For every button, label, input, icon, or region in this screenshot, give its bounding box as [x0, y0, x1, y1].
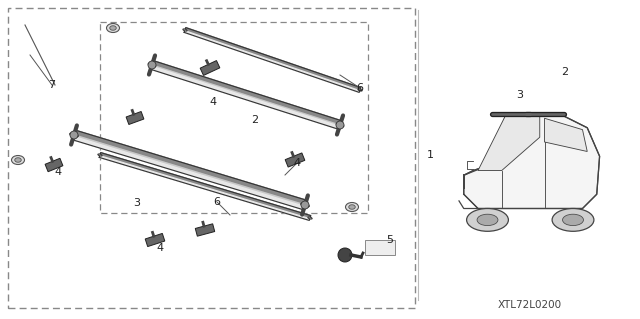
Text: 3: 3 [134, 198, 141, 208]
Polygon shape [464, 114, 600, 209]
Ellipse shape [358, 89, 362, 91]
Polygon shape [99, 156, 310, 220]
Polygon shape [99, 152, 310, 220]
Bar [365, 240, 395, 255]
Text: 2: 2 [252, 115, 259, 125]
Polygon shape [152, 61, 341, 124]
Ellipse shape [109, 26, 116, 30]
Polygon shape [126, 112, 144, 124]
Polygon shape [150, 61, 341, 129]
Ellipse shape [308, 217, 312, 219]
Polygon shape [73, 137, 305, 209]
Bar [8, 8, 415, 308]
Circle shape [148, 61, 156, 69]
Polygon shape [285, 153, 305, 167]
Ellipse shape [106, 24, 120, 33]
Circle shape [301, 201, 309, 209]
Text: 1: 1 [426, 150, 433, 160]
Ellipse shape [563, 214, 584, 226]
Ellipse shape [552, 209, 594, 231]
Polygon shape [45, 158, 63, 172]
Circle shape [336, 121, 344, 129]
Polygon shape [74, 130, 307, 204]
Ellipse shape [12, 155, 24, 165]
Ellipse shape [183, 29, 187, 31]
Text: 4: 4 [209, 97, 216, 107]
Polygon shape [184, 28, 361, 93]
Ellipse shape [301, 203, 309, 207]
Ellipse shape [477, 214, 498, 226]
Polygon shape [185, 28, 361, 89]
Polygon shape [195, 224, 215, 236]
Ellipse shape [467, 209, 508, 231]
Circle shape [338, 248, 352, 262]
Text: 6: 6 [214, 197, 221, 207]
Ellipse shape [349, 205, 355, 209]
Text: XTL72L0200: XTL72L0200 [498, 300, 562, 310]
Polygon shape [200, 61, 220, 75]
Polygon shape [72, 130, 307, 210]
Text: 4: 4 [293, 158, 301, 168]
Text: 2: 2 [561, 67, 568, 77]
Text: 5: 5 [387, 235, 394, 245]
Ellipse shape [346, 203, 358, 211]
Polygon shape [145, 234, 164, 247]
Text: 6: 6 [356, 83, 364, 93]
Ellipse shape [98, 154, 102, 156]
Text: 7: 7 [49, 80, 56, 90]
Ellipse shape [15, 158, 21, 162]
Ellipse shape [148, 63, 156, 67]
Circle shape [70, 131, 78, 139]
Polygon shape [151, 66, 340, 129]
Text: 4: 4 [156, 243, 164, 253]
Text: 3: 3 [516, 90, 524, 100]
Ellipse shape [70, 133, 78, 137]
Polygon shape [100, 152, 310, 217]
Polygon shape [478, 114, 540, 170]
Ellipse shape [336, 123, 344, 127]
Polygon shape [545, 118, 588, 152]
Text: 4: 4 [54, 167, 61, 177]
Polygon shape [184, 31, 360, 92]
